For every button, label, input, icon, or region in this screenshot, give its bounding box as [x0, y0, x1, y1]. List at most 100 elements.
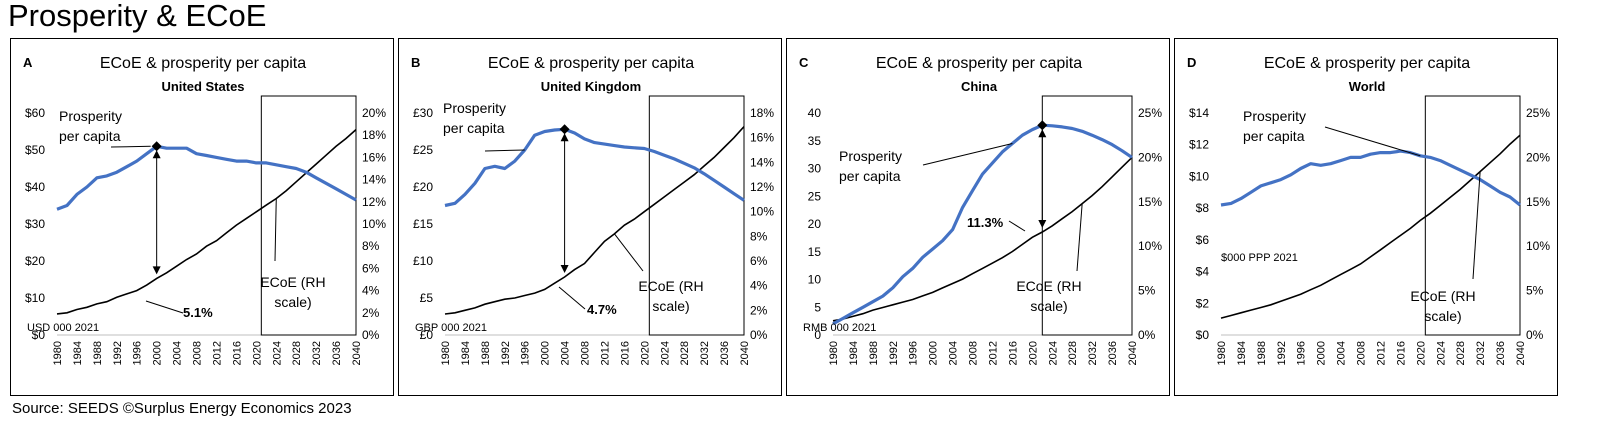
x-axis-tick-label: 2020: [1415, 341, 1427, 365]
right-axis-tick-label: 15%: [1138, 195, 1162, 209]
x-axis-tick-label: 1988: [480, 341, 492, 365]
x-axis-tick-label: 2012: [1375, 341, 1387, 365]
unit-note: RMB 000 2021: [803, 322, 876, 334]
x-axis-tick-label: 1996: [520, 341, 532, 365]
ecoe-series-line: [444, 126, 745, 315]
right-axis-tick-label: 12%: [362, 195, 386, 209]
left-axis-tick-label: $6: [1196, 233, 1210, 247]
x-axis-tick-label: 2008: [580, 341, 592, 365]
right-axis-tick-label: 6%: [362, 261, 380, 275]
left-axis-tick-label: 0: [814, 328, 821, 342]
x-axis-tick-label: 2036: [719, 341, 731, 365]
x-axis-tick-label: 1992: [112, 341, 124, 365]
gap-arrow-head-top: [560, 133, 569, 142]
ecoe-value-leader: [558, 286, 586, 310]
x-axis-tick-label: 2004: [1336, 341, 1348, 365]
x-axis-tick-label: 2016: [1395, 341, 1407, 365]
right-axis-tick-label: 16%: [362, 150, 386, 164]
x-axis-tick-label: 1980: [440, 341, 452, 365]
ecoe-value-label: 11.3%: [967, 215, 1004, 230]
prosperity-callout-line2: per capita: [839, 168, 901, 184]
right-axis-tick-label: 10%: [750, 205, 774, 219]
x-axis-tick-label: 2024: [271, 341, 283, 365]
forecast-box: [1424, 95, 1521, 336]
chart-subtitle: United Kingdom: [541, 79, 641, 94]
chart-title: ECoE & prosperity per capita: [876, 55, 1082, 72]
left-axis-tick-label: $60: [25, 106, 45, 120]
x-axis-tick-label: 1992: [888, 341, 900, 365]
left-axis-tick-label: $14: [1189, 106, 1209, 120]
left-axis-tick-label: £25: [413, 143, 433, 157]
x-axis-tick-label: 2028: [679, 341, 691, 365]
x-axis-tick-label: 2032: [1475, 341, 1487, 365]
ecoe-callout-line1: ECoE (RH: [638, 278, 703, 294]
x-axis-tick-label: 2024: [1047, 341, 1059, 365]
x-axis-tick-label: 2024: [1435, 341, 1447, 365]
right-axis-tick-label: 8%: [750, 229, 768, 243]
right-axis-tick-label: 18%: [750, 106, 774, 120]
ecoe-series-line: [1220, 134, 1521, 319]
left-axis-tick-label: $10: [1189, 169, 1209, 183]
prosperity-series-line: [444, 127, 745, 208]
prosperity-series-line: [832, 123, 1133, 326]
ecoe-callout-leader: [1472, 171, 1481, 280]
left-axis-tick-label: $40: [25, 180, 45, 194]
peak-marker: [151, 141, 162, 152]
x-axis-tick-label: 2024: [659, 341, 671, 365]
chart-svg: D ECoE & prosperity per capita World $0 $2 $4…: [1187, 55, 1550, 365]
right-axis-tick-label: 20%: [1526, 150, 1550, 164]
chart-panel-b: B ECoE & prosperity per capita United King…: [398, 38, 782, 396]
ecoe-callout-line2: scale): [1030, 298, 1067, 314]
x-axis-tick-label: 2028: [291, 341, 303, 365]
x-axis-tick-label: 2020: [1027, 341, 1039, 365]
x-axis-tick-label: 1992: [500, 341, 512, 365]
prosperity-series-line: [1220, 149, 1521, 207]
x-axis-tick-label: 1984: [848, 341, 860, 365]
chart-svg: B ECoE & prosperity per capita United King…: [411, 55, 774, 365]
left-axis-tick-label: £0: [420, 328, 434, 342]
ecoe-value-leader: [145, 300, 184, 314]
chart-title: ECoE & prosperity per capita: [1264, 55, 1470, 72]
right-axis-tick-label: 15%: [1526, 195, 1550, 209]
x-axis-tick-label: 2040: [351, 341, 363, 365]
right-axis-tick-label: 25%: [1138, 106, 1162, 120]
chart-panel-c: C ECoE & prosperity per capita China 0 5 10 15…: [786, 38, 1170, 396]
x-axis-tick-label: 1988: [1256, 341, 1268, 365]
prosperity-callout-leader: [922, 143, 1013, 166]
right-axis-tick-label: 0%: [1526, 328, 1544, 342]
prosperity-callout-leader: [1324, 126, 1421, 157]
x-axis-tick-label: 1988: [868, 341, 880, 365]
left-axis-tick-label: $8: [1196, 201, 1210, 215]
x-axis-tick-label: 1980: [1216, 341, 1228, 365]
left-axis-tick-label: 5: [814, 300, 821, 314]
left-axis-tick-label: 35: [808, 134, 822, 148]
x-axis-tick-label: 1996: [132, 341, 144, 365]
right-axis-tick-label: 8%: [362, 239, 380, 253]
left-axis-tick-label: $0: [32, 328, 46, 342]
right-axis-tick-label: 25%: [1526, 106, 1550, 120]
left-axis-tick-label: $12: [1189, 138, 1209, 152]
gap-arrow-head-top: [1038, 129, 1047, 138]
source-note: Source: SEEDS ©Surplus Energy Economics …: [12, 400, 352, 417]
x-axis-tick-label: 1980: [52, 341, 64, 365]
right-axis-tick-label: 10%: [1526, 239, 1550, 253]
x-axis-tick-label: 2000: [540, 341, 552, 365]
x-axis-tick-label: 1980: [828, 341, 840, 365]
x-axis-tick-label: 2028: [1067, 341, 1079, 365]
page-title: Prosperity & ECoE: [8, 0, 267, 33]
x-axis-tick-label: 1984: [1236, 341, 1248, 365]
ecoe-value-label: 5.1%: [183, 305, 213, 320]
x-axis-tick-label: 1984: [72, 341, 84, 365]
left-axis-tick-label: 30: [808, 162, 822, 176]
left-axis-tick-label: $20: [25, 254, 45, 268]
right-axis-tick-label: 2%: [362, 306, 380, 320]
unit-note: $000 PPP 2021: [1221, 252, 1298, 264]
left-axis-tick-label: 25: [808, 189, 822, 203]
chart-title: ECoE & prosperity per capita: [488, 55, 694, 72]
chart-subtitle: World: [1349, 79, 1386, 94]
x-axis-tick-label: 2016: [1007, 341, 1019, 365]
x-axis-tick-label: 1996: [1296, 341, 1308, 365]
right-axis-tick-label: 0%: [362, 328, 380, 342]
left-axis-tick-label: $4: [1196, 265, 1210, 279]
panel-letter: B: [411, 55, 420, 70]
